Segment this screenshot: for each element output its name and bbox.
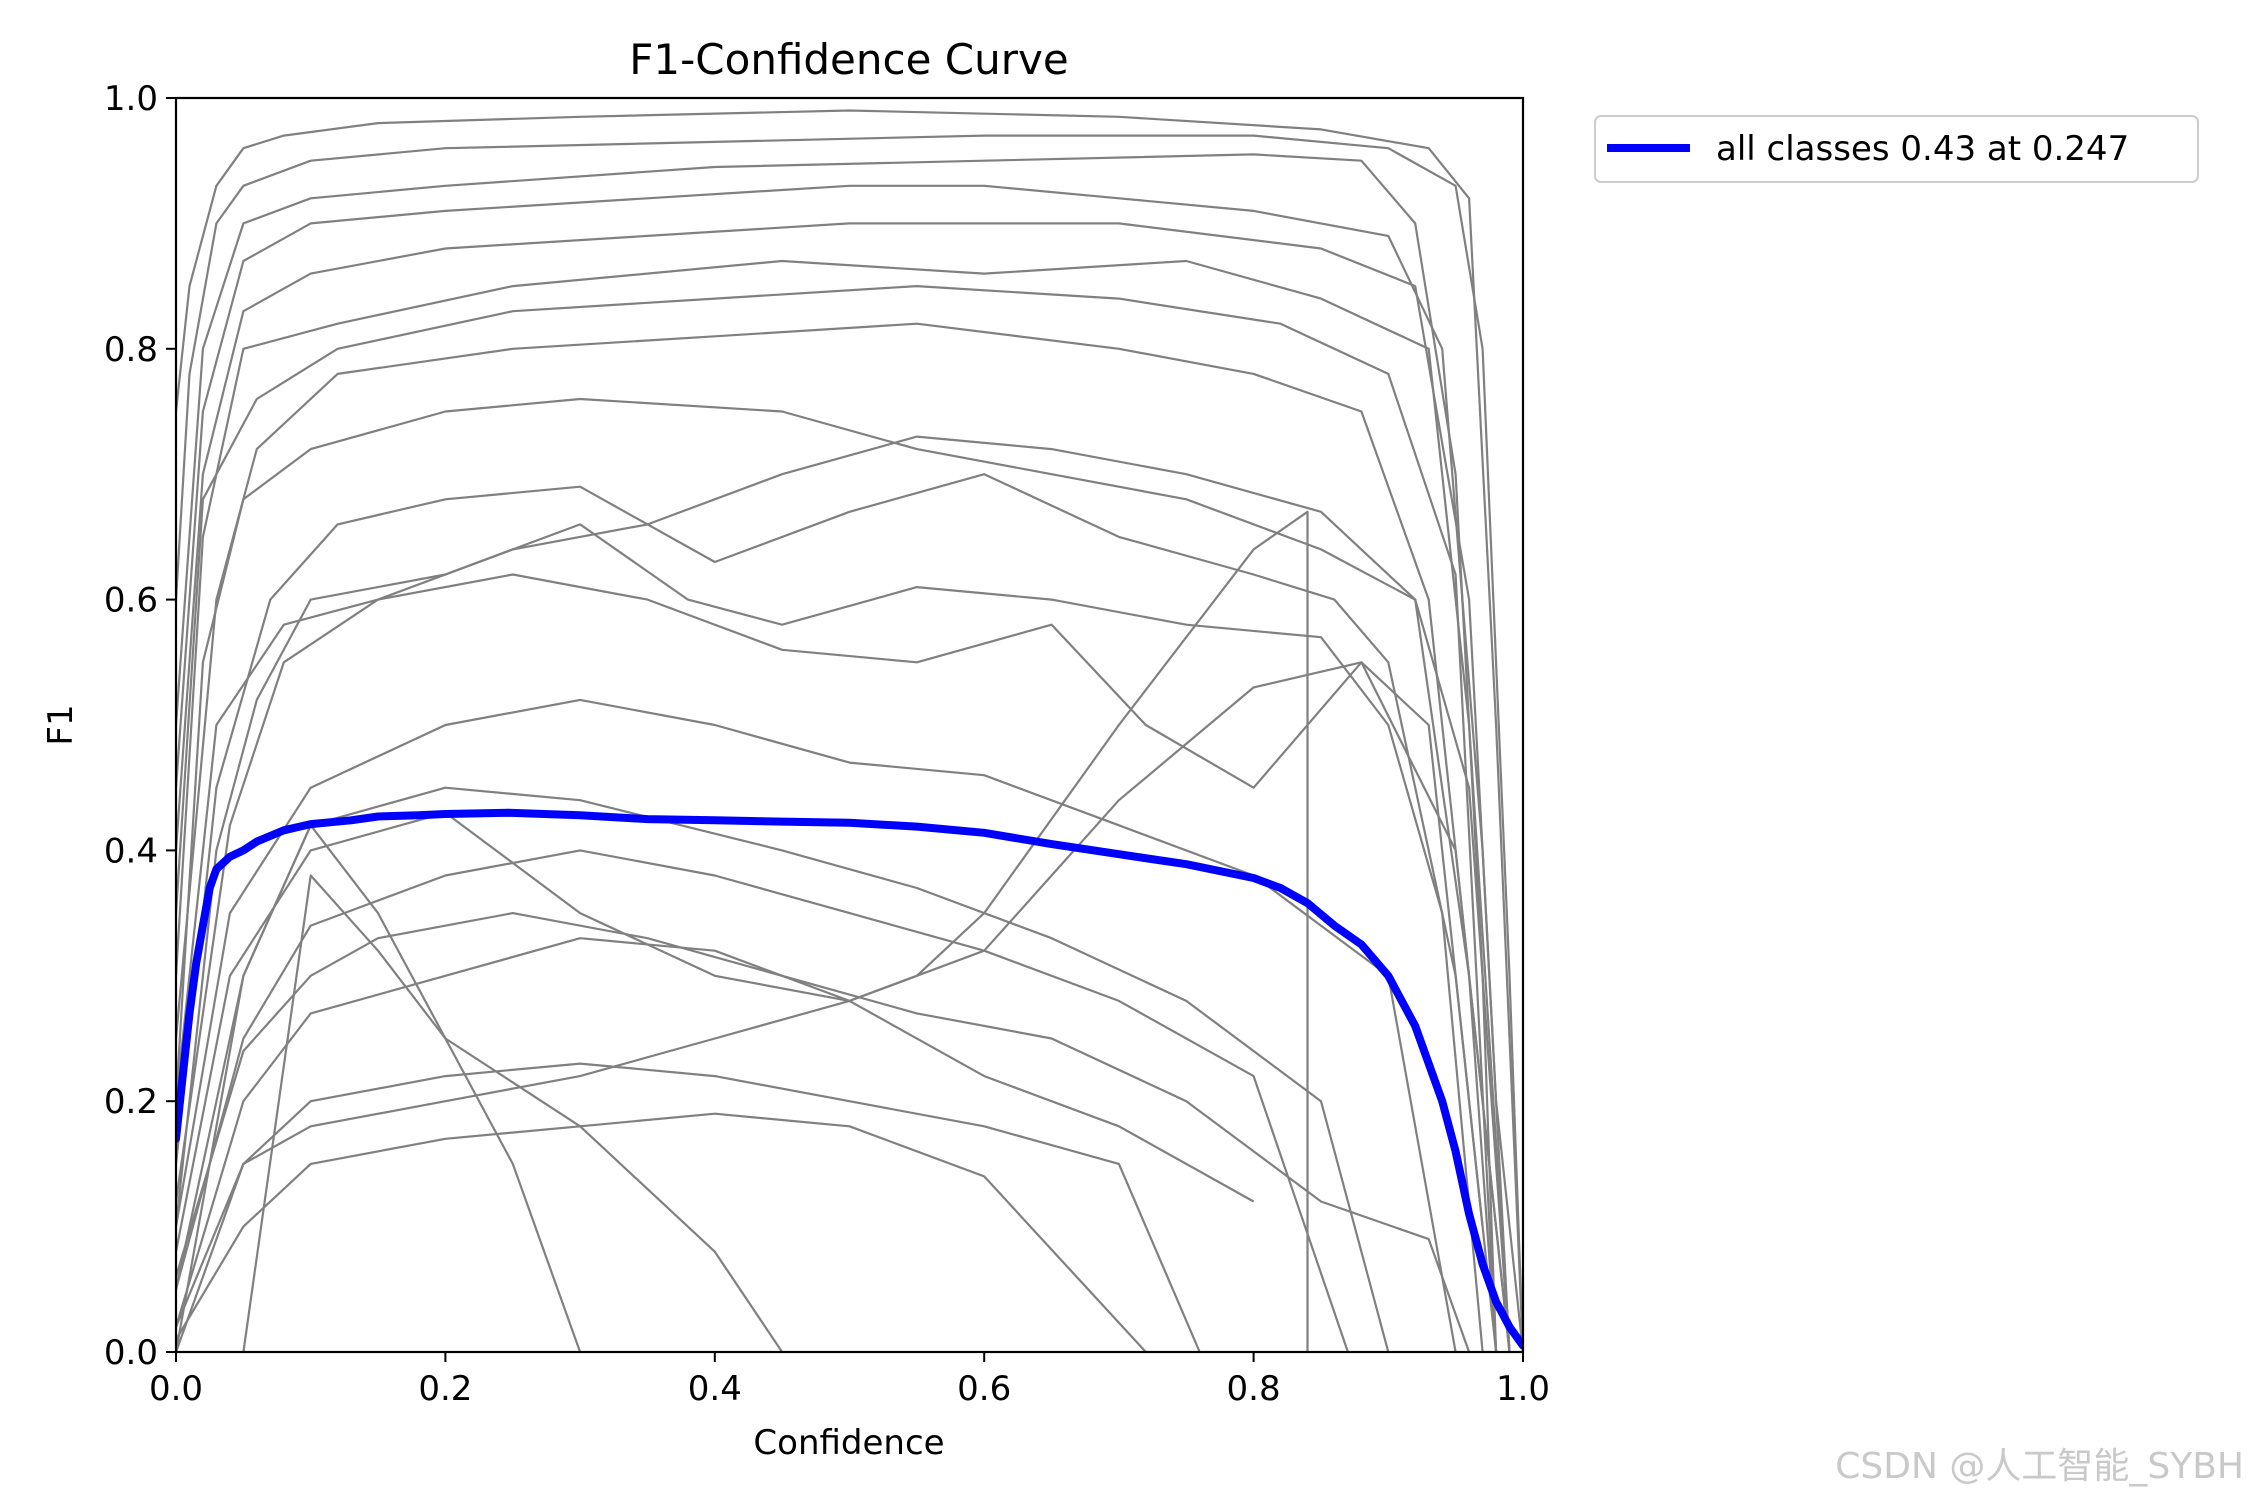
class-curve-24: [176, 435, 1511, 1352]
y-axis-label: F1: [41, 704, 81, 745]
x-tick-label: 1.0: [1496, 1369, 1550, 1409]
plot-frame: [174, 96, 1525, 1354]
class-curve-2: [176, 134, 1523, 1352]
class-curve-7: [176, 397, 1511, 1352]
class-curve-23: [176, 510, 1309, 1352]
x-axis-ticks: 0.0 0.2 0.4 0.6 0.8 1.0: [149, 1352, 1550, 1409]
class-curve-3: [176, 153, 1498, 1352]
x-tick-label: 0.6: [957, 1369, 1011, 1409]
class-curve-20: [176, 573, 1484, 1227]
y-tick-label: 0.2: [104, 1082, 158, 1122]
y-tick-label: 0.8: [104, 330, 158, 370]
class-curve-14: [176, 1062, 1201, 1352]
class-curve-22: [176, 911, 1471, 1352]
class-curves: [176, 109, 1523, 1352]
class-curve-12: [176, 849, 1349, 1352]
x-tick-label: 0.2: [418, 1369, 472, 1409]
class-curve-8: [176, 473, 1498, 1352]
legend: all classes 0.43 at 0.247: [1594, 115, 2199, 183]
chart-title: F1-Confidence Curve: [629, 35, 1068, 84]
x-tick-label: 0.8: [1227, 1369, 1281, 1409]
x-axis-label: Confidence: [753, 1423, 944, 1463]
x-tick-label: 0.0: [149, 1369, 203, 1409]
class-curve-4: [176, 222, 1523, 1352]
class-curve-6: [176, 322, 1498, 1352]
class-curve-10: [176, 698, 1457, 1352]
class-curve-9: [176, 523, 1484, 1352]
y-tick-label: 1.0: [104, 79, 158, 119]
watermark: CSDN @人工智能_SYBH: [1835, 1446, 2244, 1487]
legend-label-all-classes: all classes 0.43 at 0.247: [1716, 129, 2129, 169]
y-tick-label: 0.6: [104, 581, 158, 621]
all-classes-curve: [176, 808, 1523, 1350]
class-curve-5: [176, 259, 1511, 1352]
y-axis-ticks: 0.0 0.2 0.4 0.6 0.8 1.0: [104, 79, 176, 1373]
y-tick-label: 0.4: [104, 831, 158, 871]
x-tick-label: 0.4: [688, 1369, 742, 1409]
class-curve-16: [176, 824, 582, 1352]
class-curve-19: [176, 285, 1498, 1352]
class-curve-18: [176, 184, 1511, 1352]
class-curve-1: [176, 109, 1523, 1352]
y-tick-label: 0.0: [104, 1333, 158, 1373]
all-classes-curve-group: [176, 808, 1523, 1350]
class-curve-17: [242, 874, 784, 1352]
legend-box: [1594, 115, 2199, 183]
